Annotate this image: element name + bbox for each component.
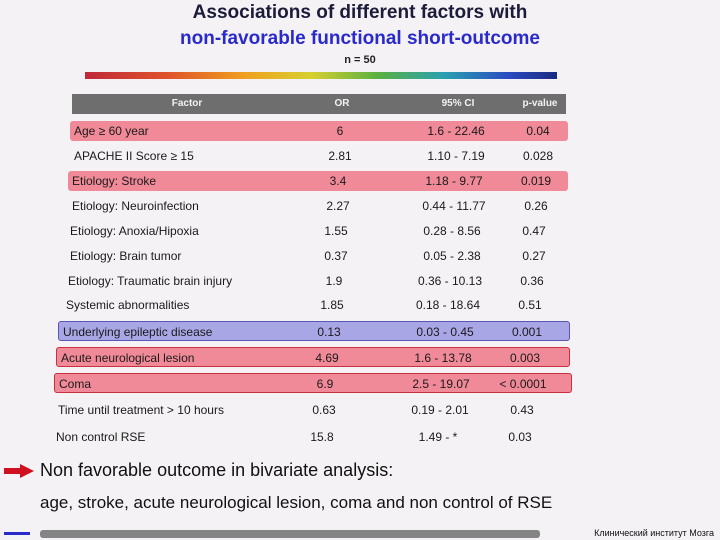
cutoff-next-bullet [0,528,560,540]
table-row: Etiology: Anoxia/Hipoxia 1.55 0.28 - 8.5… [66,221,568,241]
row-ci: 1.6 - 13.78 [414,351,472,365]
row-p-value: 0.019 [520,174,552,188]
row-p-value: 0.51 [518,298,542,312]
row-ci: 0.28 - 8.56 [423,224,481,238]
row-ci: 0.03 - 0.45 [416,325,474,339]
table-header: Factor OR 95% CI p-value [72,94,566,114]
row-ci: 0.36 - 10.13 [417,274,483,288]
row-or: 15.8 [310,430,334,444]
row-ci: 0.05 - 2.38 [423,249,481,263]
row-or: 0.63 [312,403,336,417]
table-row: Etiology: Brain tumor 0.37 0.05 - 2.38 0… [66,246,568,266]
row-factor: Etiology: Anoxia/Hipoxia [70,224,199,238]
header-ci: 95% CI [441,98,475,109]
row-or: 2.27 [326,199,350,213]
row-ci: 2.5 - 19.07 [412,377,470,391]
row-or: 4.69 [315,351,339,365]
row-factor: Etiology: Stroke [72,174,157,188]
table-row: Age ≥ 60 year 6 1.6 - 22.46 0.04 [70,121,568,141]
row-factor: Underlying epileptic disease [63,325,213,339]
row-p-value: 0.03 [508,430,532,444]
row-or: 0.13 [317,325,341,339]
row-p-value: < 0.0001 [499,377,547,391]
row-factor: Coma [59,377,92,391]
row-or: 6 [336,124,344,138]
slide-title: Associations of different factors with [192,2,528,23]
table-row: Systemic abnormalities 1.85 0.18 - 18.64… [62,295,568,315]
row-p-value: 0.36 [520,274,544,288]
row-factor: Systemic abnormalities [66,298,190,312]
row-ci: 1.18 - 9.77 [425,174,483,188]
table-row: Coma 6.9 2.5 - 19.07 < 0.0001 [54,373,572,393]
row-p-value: 0.26 [524,199,548,213]
header-p-value: p-value [522,98,558,109]
arrow-right-icon [4,464,34,478]
row-ci: 0.19 - 2.01 [411,403,469,417]
sample-size: n = 50 [344,54,376,66]
table-row: Time until treatment > 10 hours 0.63 0.1… [54,400,572,420]
row-p-value: 0.27 [522,249,546,263]
cutoff-arrow-icon [4,532,30,535]
table-row: Underlying epileptic disease 0.13 0.03 -… [58,321,570,341]
row-factor: Etiology: Traumatic brain injury [68,274,233,288]
row-or: 1.85 [320,298,344,312]
row-p-value: 0.47 [522,224,546,238]
row-ci: 1.49 - * [418,430,458,444]
row-factor: Etiology: Neuroinfection [72,199,199,213]
table-row: Etiology: Neuroinfection 2.27 0.44 - 11.… [68,196,568,216]
row-factor: Non control RSE [56,430,146,444]
row-factor: Etiology: Brain tumor [70,249,182,263]
row-ci: 1.6 - 22.46 [427,124,485,138]
row-or: 1.55 [324,224,348,238]
row-or: 3.4 [329,174,347,188]
row-or: 1.9 [325,274,343,288]
cutoff-text-blur [40,530,540,538]
row-ci: 0.18 - 18.64 [415,298,481,312]
header-or: OR [334,98,350,109]
row-factor: APACHE II Score ≥ 15 [74,149,194,163]
row-or: 6.9 [316,377,334,391]
table-row: Etiology: Stroke 3.4 1.18 - 9.77 0.019 [68,171,568,191]
row-or: 0.37 [324,249,348,263]
table-row: Non control RSE 15.8 1.49 - * 0.03 [52,427,572,447]
row-p-value: 0.04 [526,124,550,138]
row-p-value: 0.43 [510,403,534,417]
row-p-value: 0.028 [522,149,554,163]
row-factor: Time until treatment > 10 hours [58,403,224,417]
row-factor: Acute neurological lesion [61,351,195,365]
rainbow-divider [85,72,557,79]
header-factor: Factor [171,98,203,109]
table-row: APACHE II Score ≥ 15 2.81 1.10 - 7.19 0.… [70,146,568,166]
watermark-credit: Клинический институт Мозга [594,528,714,538]
conclusion-detail: age, stroke, acute neurological lesion, … [40,493,553,512]
slide-subtitle-title: non-favorable functional short-outcome [180,28,540,49]
table-row: Etiology: Traumatic brain injury 1.9 0.3… [64,271,568,291]
row-ci: 1.10 - 7.19 [427,149,485,163]
table-row: Acute neurological lesion 4.69 1.6 - 13.… [56,347,570,367]
row-or: 2.81 [328,149,352,163]
row-factor: Age ≥ 60 year [74,124,149,138]
row-p-value: 0.001 [511,325,543,339]
conclusion-heading: Non favorable outcome in bivariate analy… [40,460,394,480]
row-ci: 0.44 - 11.77 [422,199,486,213]
row-p-value: 0.003 [509,351,541,365]
